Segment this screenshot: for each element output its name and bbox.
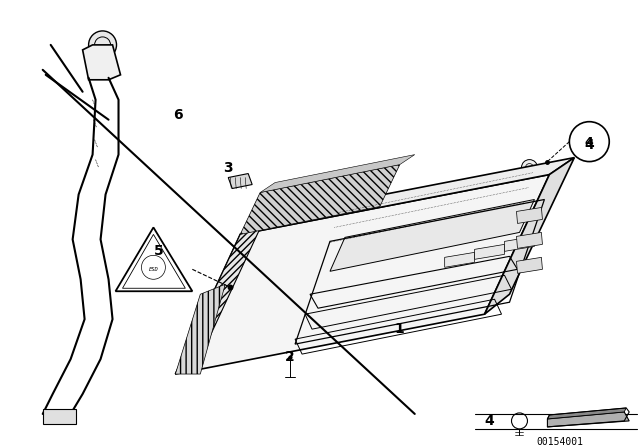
Polygon shape [445,252,475,267]
Polygon shape [83,45,120,80]
Circle shape [570,122,609,162]
Text: 4: 4 [484,414,495,428]
Circle shape [522,159,538,176]
Polygon shape [484,158,574,314]
Polygon shape [175,284,225,374]
Polygon shape [43,409,76,424]
Text: ESD: ESD [148,267,158,272]
Text: 5: 5 [154,244,163,258]
Text: 00154001: 00154001 [536,437,583,447]
Circle shape [88,31,116,59]
Text: 2: 2 [285,350,295,364]
Polygon shape [516,233,543,248]
Circle shape [222,317,262,357]
Polygon shape [175,175,549,374]
Polygon shape [240,164,400,234]
Text: 1: 1 [395,322,404,336]
Polygon shape [175,217,265,374]
Text: 4: 4 [585,136,594,149]
Polygon shape [504,237,534,251]
Polygon shape [516,207,543,224]
Text: 6: 6 [173,108,183,122]
Polygon shape [516,257,543,273]
Polygon shape [240,158,574,234]
Polygon shape [260,155,415,193]
Polygon shape [547,408,626,419]
Text: 3: 3 [223,160,233,175]
Text: 4: 4 [584,138,594,151]
Circle shape [52,410,66,424]
Polygon shape [547,412,629,427]
Polygon shape [228,173,252,189]
Polygon shape [475,244,504,259]
Polygon shape [330,199,534,271]
